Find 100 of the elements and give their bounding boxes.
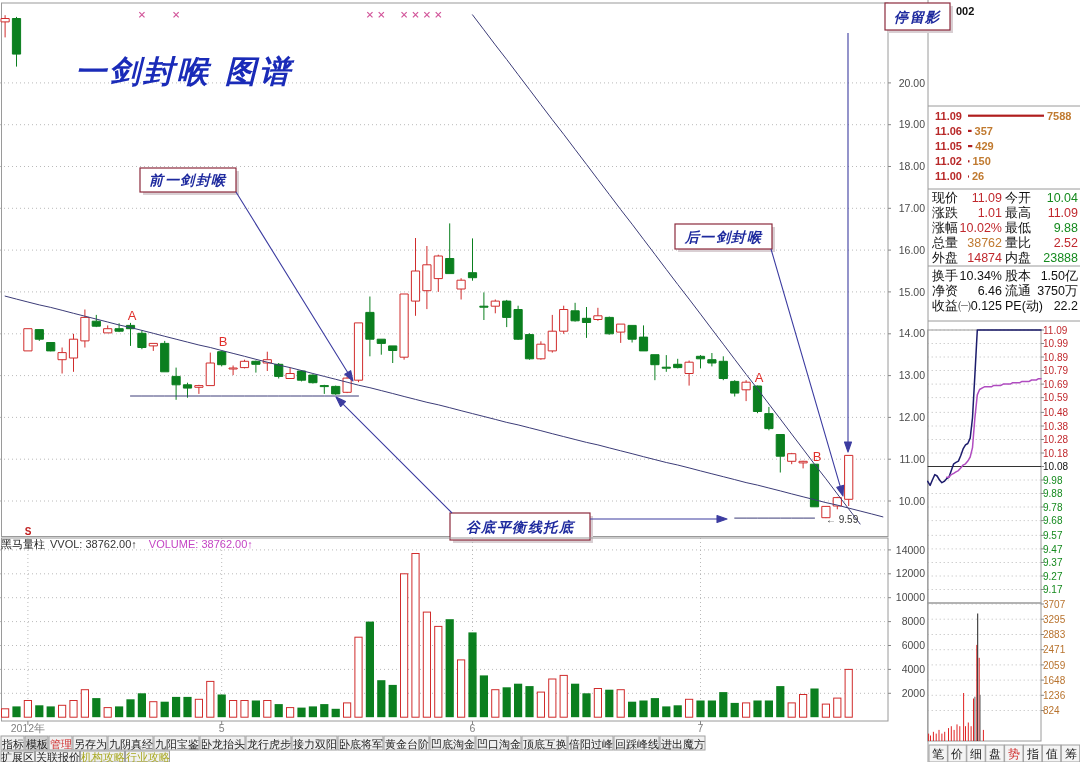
candlestick (0, 14, 10, 38)
bar (639, 700, 648, 718)
candlestick (844, 454, 854, 507)
text: 净资 (932, 284, 958, 298)
x-tick-label: 7 (697, 722, 704, 734)
candlestick (593, 307, 603, 322)
candlestick (627, 324, 637, 343)
bar (742, 702, 751, 718)
candlestick (467, 237, 478, 282)
text: 14874 (967, 251, 1003, 265)
text: 涨跌 (932, 206, 958, 220)
y-tick-label: 10.99 (1043, 338, 1069, 350)
bar (457, 659, 466, 718)
candlestick (616, 323, 626, 344)
candlestick (34, 329, 44, 342)
bar (616, 689, 625, 718)
candlestick (388, 345, 398, 364)
y-tick-label: 12.00 (898, 411, 926, 423)
y-tick-label: 9.68 (1043, 515, 1063, 527)
candlestick (399, 293, 409, 361)
candlestick (296, 369, 307, 382)
candlestick (365, 296, 375, 357)
y-tick-label: 1236 (1043, 689, 1066, 701)
candlestick (809, 463, 820, 508)
text: 涨幅 (932, 221, 958, 235)
annotation: 谷底平衡线托底 (465, 518, 576, 535)
x-tick-label: 5 (218, 722, 225, 734)
candlestick (707, 352, 717, 367)
bar (183, 696, 192, 718)
text: 最低 (1005, 221, 1031, 235)
candlestick (570, 302, 580, 323)
candlestick (445, 222, 455, 275)
text: 10.02% (959, 221, 1002, 235)
y-tick-label: 13.00 (898, 369, 926, 382)
text: 0.125 (970, 299, 1003, 313)
bar (229, 700, 238, 718)
bar (217, 694, 226, 718)
bar (719, 692, 728, 718)
candlestick (410, 237, 421, 317)
candlestick (160, 340, 170, 373)
annotation: 前一剑封喉 (149, 172, 228, 188)
text: 换手 (932, 269, 958, 283)
text: 停留影 (894, 8, 942, 25)
bar (400, 573, 409, 718)
y-tick-label: 10.08 (1043, 461, 1069, 473)
candlestick (741, 379, 751, 402)
y-tick-label: 11.06 (935, 124, 962, 137)
bar (571, 683, 580, 718)
bar (172, 696, 181, 718)
annotation: B (218, 334, 228, 349)
bar (650, 698, 659, 718)
y-tick-label: 2883 (1043, 629, 1066, 641)
y-tick-label: 11.09 (1043, 324, 1068, 336)
bar (46, 706, 55, 718)
bar (331, 708, 340, 718)
bar (69, 700, 78, 718)
bar (730, 702, 739, 718)
candlestick (775, 434, 785, 473)
text: 9.88 (1053, 221, 1079, 235)
candlestick (661, 354, 671, 373)
y-tick-label: 10.79 (1043, 365, 1069, 377)
y-tick-label: 11.00 (935, 170, 962, 183)
line-series (926, 329, 1042, 487)
candlestick (376, 338, 386, 356)
y-tick-label: 9.37 (1043, 557, 1063, 569)
bar (343, 702, 352, 718)
bar (707, 700, 716, 718)
bar (263, 700, 272, 718)
data-label: 357 (974, 124, 993, 137)
text: PE(动) (1005, 299, 1043, 313)
candlestick (194, 384, 204, 395)
text: 现价 (932, 191, 958, 205)
y-tick-label: 9.57 (1043, 530, 1063, 541)
bar (502, 687, 511, 718)
text: 22.2 (1053, 299, 1079, 313)
y-tick-label: 17.00 (898, 201, 926, 214)
candlestick (68, 333, 79, 373)
y-tick-label: 10.28 (1043, 434, 1069, 446)
candlestick (524, 332, 535, 361)
annotation: A (127, 308, 137, 323)
y-tick-label: 10.00 (898, 494, 926, 507)
candlestick (422, 245, 432, 310)
chart-title: 黑马量柱 (1, 538, 45, 550)
text: 势 (1007, 748, 1020, 760)
bar (445, 619, 454, 718)
bar (787, 702, 796, 718)
x-tick-label: 2012年 (10, 722, 46, 734)
text: 6.46 (977, 284, 1003, 298)
text: 指 (1025, 748, 1039, 760)
bar (115, 706, 124, 718)
candlestick (559, 305, 569, 335)
y-tick-label: 9.98 (1043, 474, 1063, 486)
y-tick-label: 20.00 (898, 76, 926, 89)
text: 一剑封喉 图谱 (75, 53, 295, 89)
candlestick (80, 309, 90, 348)
bar (548, 678, 557, 718)
text: 内盘 (1005, 251, 1031, 265)
bar (286, 707, 295, 718)
x-tick-label: 6 (469, 722, 476, 734)
bar (833, 697, 842, 718)
